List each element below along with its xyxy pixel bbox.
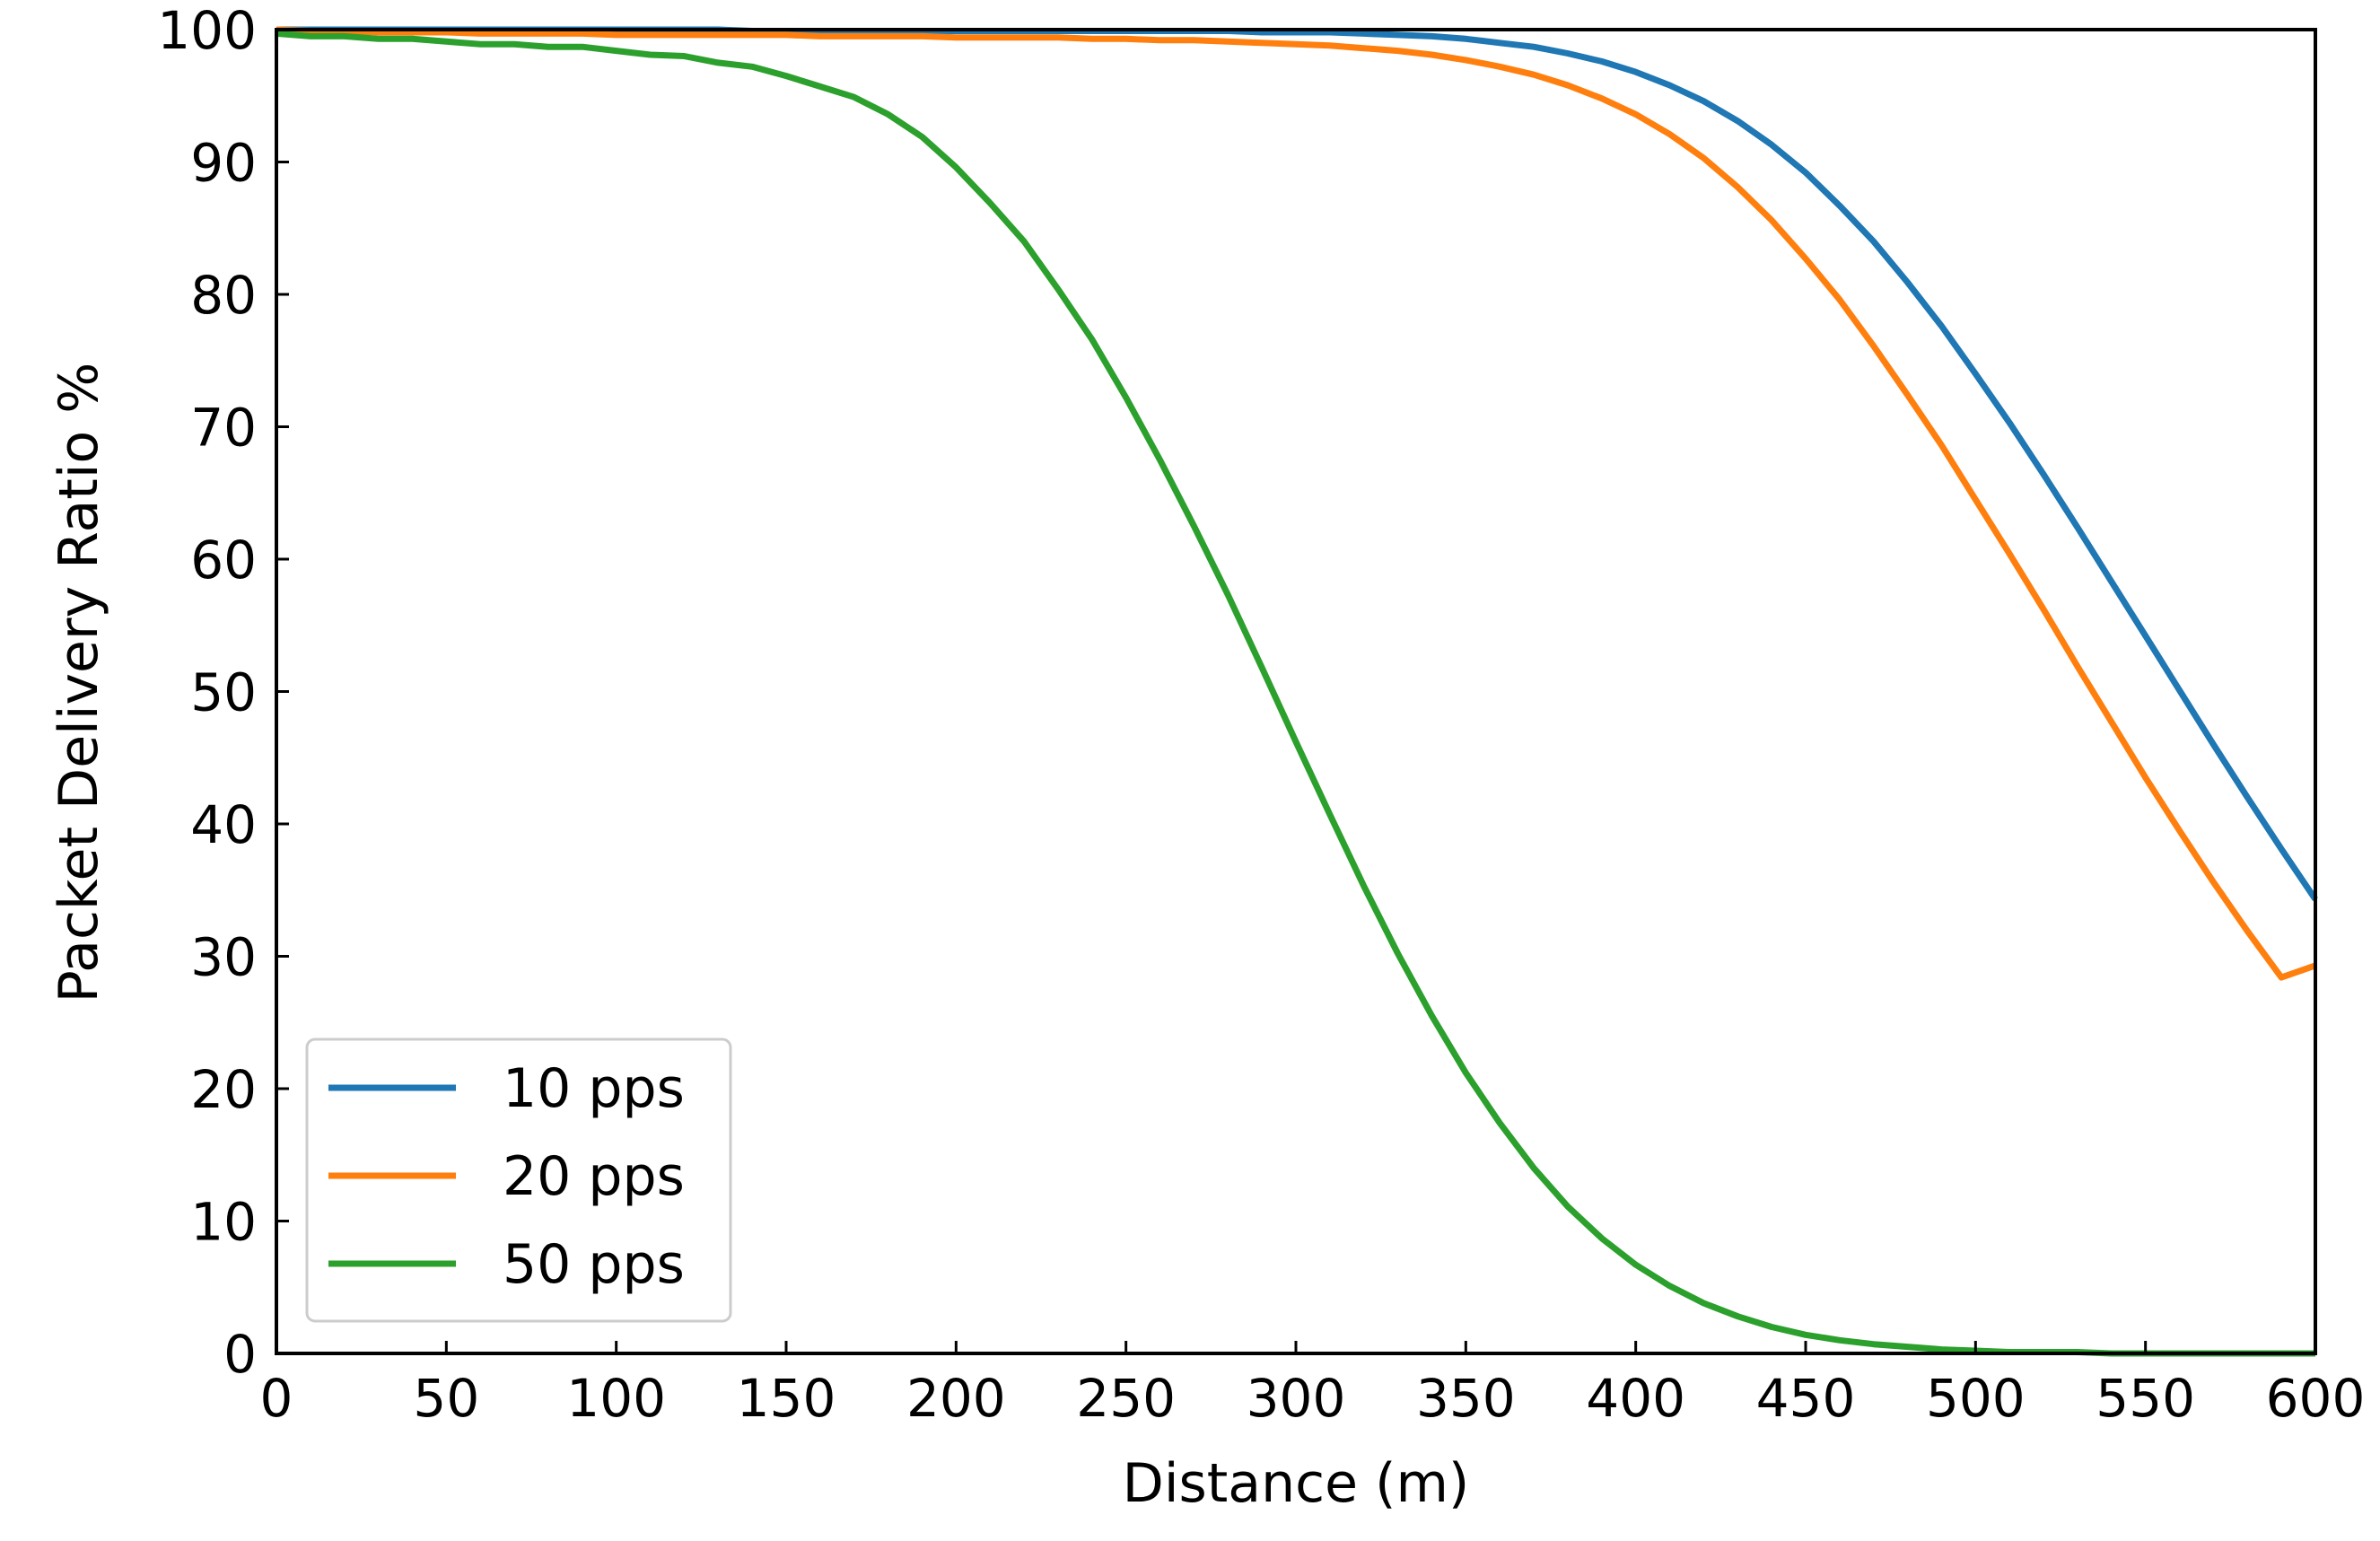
x-tick-label: 200 [906,1368,1006,1429]
y-tick-label: 40 [190,794,257,855]
legend-label: 50 pps [503,1233,685,1296]
y-axis-label: Packet Delivery Ratio % [48,363,110,1003]
x-tick-label: 0 [260,1368,293,1429]
legend-label: 20 pps [503,1145,685,1208]
legend: 10 pps 20 pps 50 pps [305,1038,732,1323]
y-tick-label: 30 [190,927,257,988]
y-tick-label: 0 [223,1324,257,1385]
y-tick-label: 60 [190,530,257,591]
x-tick-label: 350 [1416,1368,1516,1429]
x-tick-label: 250 [1076,1368,1176,1429]
x-tick-label: 500 [1926,1368,2026,1429]
y-tick-label: 70 [190,398,257,459]
x-tick-label: 300 [1247,1368,1346,1429]
y-tick-label: 80 [190,265,257,326]
x-tick-label: 150 [737,1368,836,1429]
y-tick-label: 20 [190,1059,257,1120]
x-tick-label: 550 [2096,1368,2195,1429]
x-tick-label: 400 [1586,1368,1685,1429]
ticks-layer: 0 50 100 150 200 250 300 350 400 450 500 550 600 0 10 2… [157,0,2365,1429]
x-axis-label: Distance (m) [1123,1452,1470,1515]
legend-box [305,1038,732,1323]
x-tick-label: 450 [1756,1368,1856,1429]
x-tick-label: 600 [2266,1368,2366,1429]
y-tick-label: 10 [190,1192,257,1253]
legend-label: 10 pps [503,1057,685,1120]
series-line-20-pps [276,26,2317,981]
y-tick-label: 50 [190,662,257,723]
x-tick-label: 100 [566,1368,666,1429]
y-tick-label: 100 [157,0,257,61]
x-tick-label: 50 [413,1368,479,1429]
y-tick-label: 90 [190,133,257,194]
